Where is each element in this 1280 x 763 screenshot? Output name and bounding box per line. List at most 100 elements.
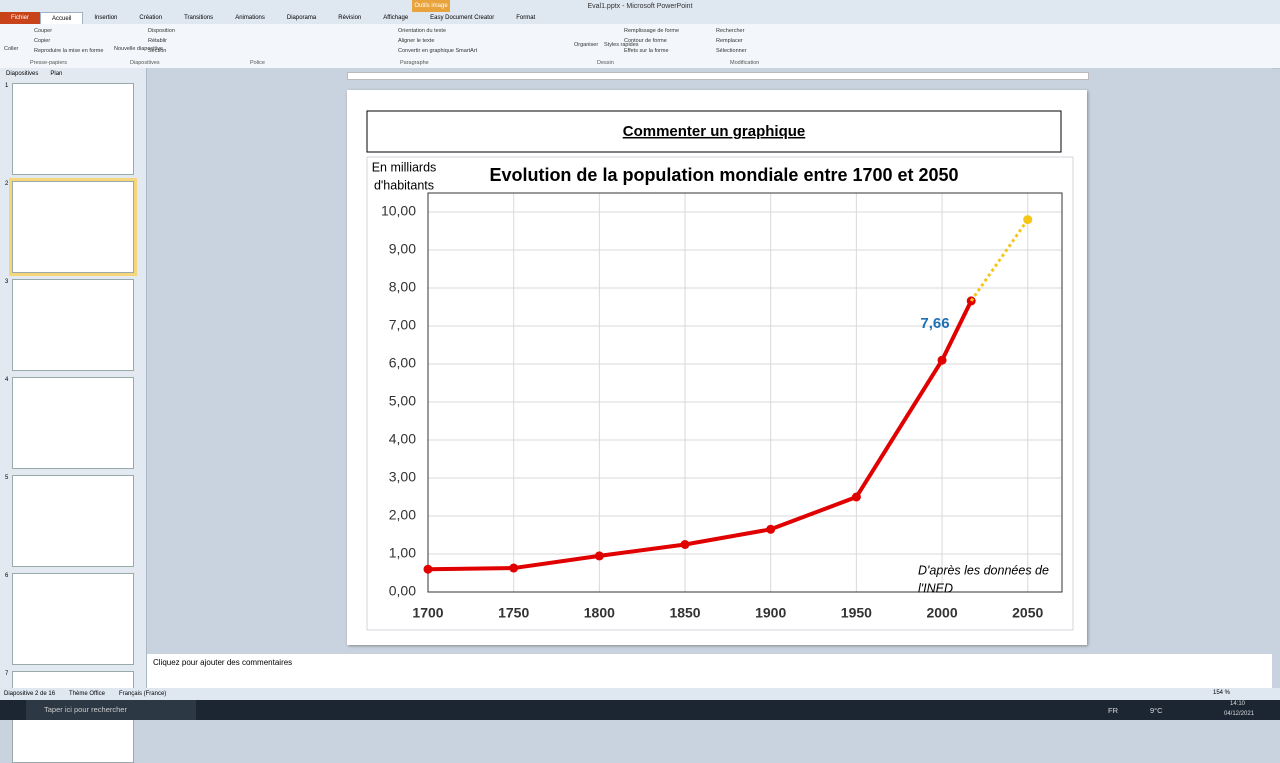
ribbon-button[interactable]: Rechercher — [716, 28, 745, 34]
slide-number: 3 — [5, 279, 9, 285]
ribbon-tab[interactable]: Création — [139, 15, 163, 21]
data-point — [680, 540, 690, 549]
status-bar: Diapositive 2 de 16 Thème Office Français … — [0, 688, 1280, 700]
y-axis-label: En milliards — [372, 160, 437, 174]
ribbon-button[interactable]: Reproduire la mise en forme — [34, 48, 104, 54]
ribbon-tab[interactable]: Fichier — [0, 12, 41, 24]
slide-panel: Diapositives Plan 1 2 3 4 5 6 7 — [0, 68, 147, 763]
chart-title: Evolution de la population mondiale entr… — [489, 165, 958, 185]
source-note: D'après les données de — [918, 563, 1049, 577]
status-item: Thème Office — [69, 691, 105, 697]
x-tick-label: 2000 — [926, 605, 957, 621]
slide-thumbnail[interactable] — [12, 377, 134, 469]
slide-thumbnail[interactable] — [12, 475, 134, 567]
slide-thumbnail[interactable] — [9, 178, 137, 276]
data-line — [969, 218, 1029, 302]
data-line — [427, 300, 973, 572]
y-tick-label: 0,00 — [389, 583, 416, 599]
ribbon-button[interactable]: Copier — [34, 38, 51, 44]
slide-thumbnail[interactable] — [12, 279, 134, 371]
tray-time: 14:10 — [1230, 701, 1246, 707]
slide-number: 6 — [5, 573, 9, 579]
slide-thumbnail[interactable] — [12, 573, 134, 665]
slide-thumbnail[interactable] — [12, 83, 134, 175]
ribbon-groups: Presse-papiers Diapositives Police Paragrap… — [0, 60, 760, 68]
group-label: Presse-papiers — [30, 60, 67, 66]
y-tick-label: 5,00 — [389, 393, 416, 409]
slide: Commenter un graphique Evolution de la p… — [347, 90, 1087, 645]
panel-tabs: Diapositives Plan — [0, 68, 146, 80]
ribbon-tab[interactable]: Format — [516, 15, 536, 21]
ribbon-button[interactable]: Remplacer — [716, 38, 743, 44]
context-tab[interactable]: Outils image — [412, 0, 450, 12]
ribbon-tab[interactable]: Accueil — [40, 11, 84, 25]
x-tick-label: 2050 — [1012, 605, 1043, 621]
y-tick-label: 9,00 — [389, 241, 416, 257]
tray-date: 04/12/2021 — [1224, 711, 1255, 717]
y-tick-label: 8,00 — [389, 279, 416, 295]
ribbon-button[interactable]: Contour de forme — [624, 38, 667, 44]
data-point — [766, 524, 776, 534]
taskbar: 9°C FR 14:10 04/12/2021 — [0, 700, 1280, 720]
ribbon-button[interactable]: Sélectionner — [716, 48, 747, 54]
ruler — [347, 72, 1089, 80]
ribbon-button[interactable]: Organiser — [574, 42, 599, 48]
y-tick-label: 6,00 — [389, 355, 416, 371]
ribbon-tab[interactable]: Easy Document Creator — [430, 15, 495, 21]
ribbon-tab[interactable]: Révision — [338, 15, 362, 21]
ribbon-button[interactable]: Coller — [4, 46, 19, 52]
ribbon-tabs: Fichier Accueil Insertion Création Transitio… — [0, 11, 1280, 25]
ribbon-button[interactable]: Convertir en graphique SmartArt — [398, 48, 478, 54]
title-bar: Eval1.pptx - Microsoft PowerPoint — [0, 0, 1280, 12]
ribbon-button[interactable]: Remplissage de forme — [624, 28, 680, 34]
y-tick-label: 3,00 — [389, 469, 416, 485]
ribbon-tab[interactable]: Animations — [235, 15, 265, 21]
data-point — [423, 564, 433, 574]
source-note: l'INED — [918, 581, 953, 595]
zoom[interactable]: 154 % — [1212, 690, 1230, 696]
ribbon-tab[interactable]: Diaporama — [286, 15, 317, 21]
ribbon-tab[interactable]: Transitions — [184, 15, 214, 21]
ribbon-tab[interactable]: Insertion — [94, 15, 118, 21]
data-point — [851, 492, 861, 502]
ribbon-button[interactable]: Aligner le texte — [398, 38, 435, 44]
slide-number: 1 — [5, 83, 9, 89]
x-tick-label: 1800 — [584, 605, 615, 621]
data-point — [1023, 215, 1033, 225]
ribbon-button[interactable]: Styles rapides — [604, 42, 639, 48]
heading-box — [366, 110, 1062, 153]
y-tick-label: 2,00 — [389, 507, 416, 523]
chart-frame — [366, 156, 1074, 631]
data-point — [509, 563, 519, 573]
ribbon-button[interactable]: Nouvelle diapositive — [114, 46, 163, 52]
ribbon-button[interactable]: Couper — [34, 28, 53, 34]
ribbon-tab[interactable]: Affichage — [383, 15, 409, 21]
ribbon-button[interactable]: Disposition — [148, 28, 175, 34]
slide-number: 2 — [5, 181, 9, 187]
y-tick-label: 7,00 — [389, 317, 416, 333]
status-item: Français (France) — [118, 691, 167, 697]
ribbon-button[interactable]: Rétablir — [148, 38, 167, 44]
plot-area — [427, 192, 1063, 593]
ribbon-button[interactable]: Section — [148, 48, 167, 54]
y-axis-label: d'habitants — [374, 178, 434, 192]
notes[interactable]: Cliquez pour ajouter des commentaires — [147, 654, 1272, 688]
tray-weather: 9°C — [1150, 706, 1163, 715]
data-point — [594, 551, 604, 561]
y-tick-label: 10,00 — [381, 203, 416, 219]
panel-tab[interactable]: Diapositives — [6, 71, 39, 77]
group-label: Modification — [730, 60, 760, 66]
chart: Commenter un graphique Evolution de la p… — [366, 110, 1074, 631]
ribbon-button[interactable]: Orientation du texte — [398, 28, 447, 34]
window-title: Eval1.pptx - Microsoft PowerPoint — [587, 2, 693, 10]
data-label: 7,66 — [920, 315, 949, 332]
panel-tab[interactable]: Plan — [50, 71, 63, 77]
ribbon-button[interactable]: Effets sur la forme — [624, 48, 669, 54]
group-label: Police — [250, 60, 265, 66]
slide-heading: Commenter un graphique — [623, 123, 806, 140]
tray-lang: FR — [1108, 706, 1118, 715]
search-box[interactable]: Taper ici pour rechercher — [26, 700, 196, 720]
x-tick-label: 1950 — [841, 605, 872, 621]
slide-number: 4 — [5, 377, 9, 383]
